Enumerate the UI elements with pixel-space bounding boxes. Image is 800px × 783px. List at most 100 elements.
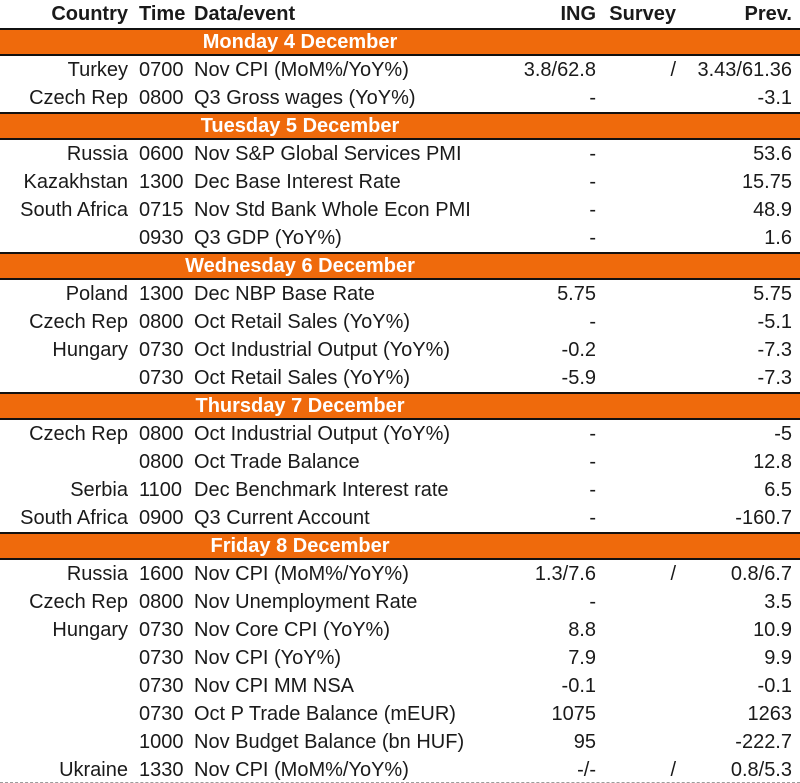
cell-prev: 9.9: [764, 647, 792, 669]
table-row: 0930 Q3 GDP (YoY%) - 1.6: [0, 224, 800, 252]
cell-time: 0900: [139, 507, 184, 529]
cell-data-event: Q3 GDP (YoY%): [194, 227, 342, 249]
cell-data-event: Q3 Current Account: [194, 507, 370, 529]
cell-prev: -222.7: [735, 731, 792, 753]
cell-country: Czech Rep: [29, 423, 128, 445]
cell-time: 0800: [139, 423, 184, 445]
cell-ing: 3.8/62.8: [523, 59, 596, 81]
table-row: Czech Rep 0800 Nov Unemployment Rate - 3.5: [0, 588, 800, 616]
day-band: Monday 4 December: [0, 28, 800, 56]
cell-ing: 7.9: [568, 647, 596, 669]
cell-prev: 15.75: [741, 171, 792, 193]
cell-country: South Africa: [20, 199, 128, 221]
cell-country: Czech Rep: [29, 591, 128, 613]
cell-data-event: Nov S&P Global Services PMI: [194, 143, 462, 165]
cell-country: South Africa: [20, 507, 128, 529]
cell-time: 1300: [139, 283, 184, 305]
cell-prev: 12.8: [753, 451, 792, 473]
cell-country: Czech Rep: [29, 87, 128, 109]
cell-prev: -5: [774, 423, 792, 445]
cell-time: 0730: [139, 619, 184, 641]
table-row: 1000 Nov Budget Balance (bn HUF) 95 -222.7: [0, 728, 800, 756]
table-row: Hungary 0730 Nov Core CPI (YoY%) 8.8 10.9: [0, 616, 800, 644]
table-row: 0730 Nov CPI MM NSA -0.1 -0.1: [0, 672, 800, 700]
cell-ing: -: [589, 451, 596, 473]
cell-ing: -: [589, 311, 596, 333]
table-row: Serbia 1100 Dec Benchmark Interest rate - 6.…: [0, 476, 800, 504]
column-header-survey: Survey: [609, 3, 676, 25]
cell-prev: 3.43/61.36: [697, 59, 792, 81]
table-row: Ukraine 1330 Nov CPI (MoM%/YoY%) -/- / 0.8/5.…: [0, 756, 800, 782]
cell-ing: 95: [573, 731, 596, 753]
column-header-prev: Prev.: [744, 3, 792, 25]
cell-prev: -5.1: [757, 311, 792, 333]
cell-ing: -: [589, 199, 596, 221]
cell-ing: 5.75: [557, 283, 596, 305]
cell-country: Hungary: [52, 619, 128, 641]
table-row: Czech Rep 0800 Oct Industrial Output (YoY%…: [0, 420, 800, 448]
cell-ing: -: [589, 143, 596, 165]
cell-data-event: Nov CPI (MoM%/YoY%): [194, 563, 409, 585]
table-row: Kazakhstan 1300 Dec Base Interest Rate - 15.…: [0, 168, 800, 196]
cell-data-event: Nov CPI (MoM%/YoY%): [194, 759, 409, 781]
cell-prev: 5.75: [753, 283, 792, 305]
day-band-label: Thursday 7 December: [195, 395, 405, 417]
cell-prev: 1.6: [764, 227, 792, 249]
cell-ing: -: [589, 87, 596, 109]
cell-ing: -/-: [577, 759, 596, 781]
cell-country: Russia: [66, 563, 128, 585]
cell-country: Turkey: [67, 59, 128, 81]
cell-ing: -: [589, 423, 596, 445]
cell-prev: -7.3: [757, 339, 792, 361]
cell-country: Poland: [65, 283, 128, 305]
cell-time: 1600: [139, 563, 184, 585]
table-header-row: Country Time Data/event ING Survey Prev.: [0, 0, 800, 28]
cell-ing: 1075: [551, 703, 597, 725]
cell-ing: 8.8: [568, 619, 596, 641]
table-row: South Africa 0900 Q3 Current Account - -160.…: [0, 504, 800, 532]
cell-prev: -160.7: [735, 507, 792, 529]
day-band: Friday 8 December: [0, 532, 800, 560]
day-band: Thursday 7 December: [0, 392, 800, 420]
cell-ing: 1.3/7.6: [534, 563, 596, 585]
cell-ing: -: [589, 171, 596, 193]
cell-time: 1300: [139, 171, 184, 193]
cell-data-event: Nov Core CPI (YoY%): [194, 619, 390, 641]
table-row: 0730 Nov CPI (YoY%) 7.9 9.9: [0, 644, 800, 672]
cell-country: Czech Rep: [29, 311, 128, 333]
cell-time: 0800: [139, 451, 184, 473]
cell-ing: -: [589, 507, 596, 529]
cell-data-event: Q3 Gross wages (YoY%): [194, 87, 416, 109]
cell-time: 0930: [139, 227, 184, 249]
cell-time: 0800: [139, 87, 184, 109]
cell-time: 1100: [139, 479, 183, 501]
cell-ing: -: [589, 479, 596, 501]
day-band: Wednesday 6 December: [0, 252, 800, 280]
cell-ing: -0.2: [561, 339, 596, 361]
cell-time: 0730: [139, 339, 184, 361]
cell-data-event: Oct Industrial Output (YoY%): [194, 423, 451, 445]
cell-data-event: Nov CPI (YoY%): [194, 647, 342, 669]
cell-data-event: Oct Industrial Output (YoY%): [194, 339, 451, 361]
cell-time: 0730: [139, 675, 184, 697]
cell-prev: -7.3: [757, 367, 792, 389]
column-header-time: Time: [139, 3, 186, 25]
cell-time: 0700: [139, 59, 184, 81]
day-band-label: Wednesday 6 December: [185, 255, 415, 277]
cell-time: 0715: [139, 199, 184, 221]
cell-data-event: Dec Benchmark Interest rate: [194, 479, 449, 501]
cell-prev: 53.6: [753, 143, 792, 165]
cell-time: 0730: [139, 703, 184, 725]
table-row: 0730 Oct Retail Sales (YoY%) -5.9 -7.3: [0, 364, 800, 392]
cell-survey: /: [670, 59, 676, 81]
cell-prev: -0.1: [757, 675, 792, 697]
cell-time: 0730: [139, 367, 184, 389]
cell-prev: -3.1: [757, 87, 792, 109]
column-header-country: Country: [51, 3, 128, 25]
table-row: 0730 Oct P Trade Balance (mEUR) 1075 1263: [0, 700, 800, 728]
cell-time: 0800: [139, 311, 184, 333]
cell-data-event: Nov CPI MM NSA: [194, 675, 355, 697]
cell-prev: 10.9: [753, 619, 792, 641]
cell-country: Serbia: [70, 479, 128, 501]
